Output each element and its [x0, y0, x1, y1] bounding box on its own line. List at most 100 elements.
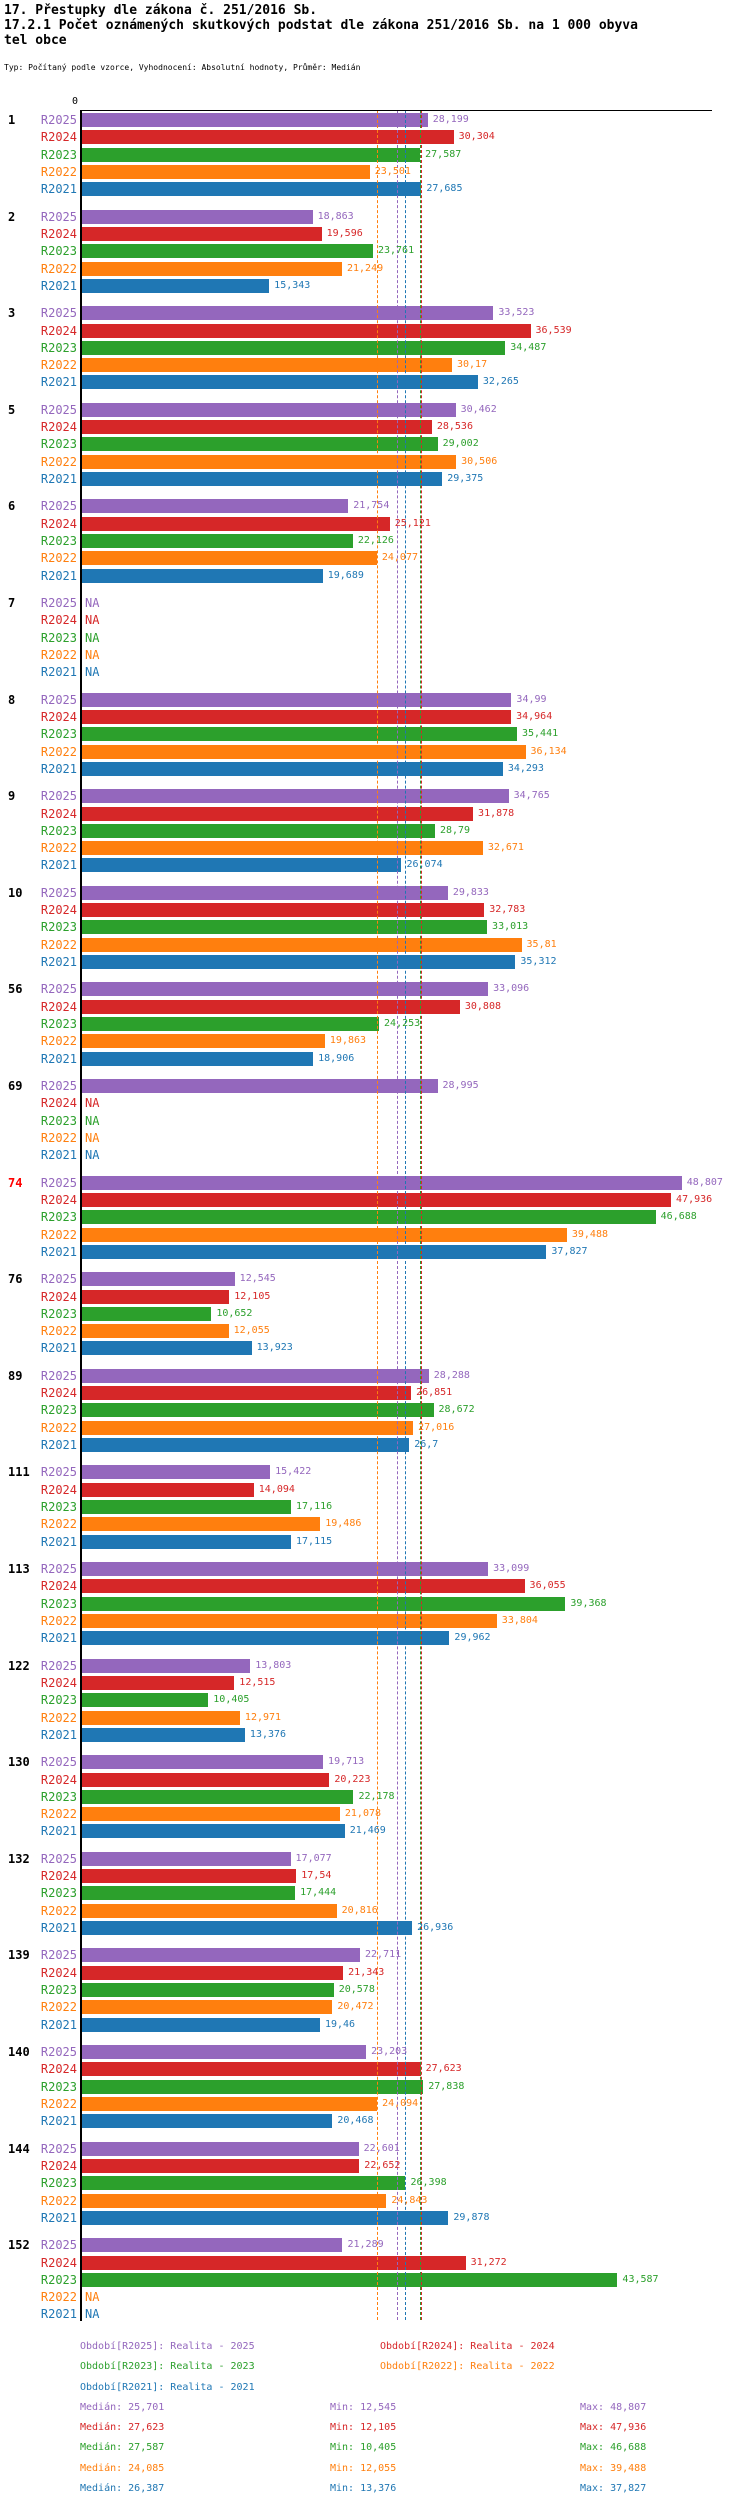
bar-R2023 — [80, 823, 435, 838]
bar-R2021 — [80, 1534, 292, 1549]
bar-R2024 — [80, 2158, 360, 2173]
stat-median-R2022: Medián: 24,085 — [80, 2463, 165, 2474]
row-label-R2024: R2024 — [40, 613, 77, 628]
median-line-R2022 — [376, 110, 378, 2320]
group-label: 140 — [8, 2045, 30, 2059]
value-label-R2021: 29,878 — [453, 2211, 490, 2223]
group-label: 139 — [8, 1948, 30, 1963]
row-label-R2024: R2024 — [40, 709, 77, 724]
group-label: 69 — [8, 1079, 23, 1093]
value-label-R2022: 24,094 — [382, 2097, 419, 2109]
median-line-R2023 — [420, 110, 422, 2320]
bar-R2021 — [80, 1244, 547, 1259]
group-label: 2 — [8, 209, 16, 224]
group-label: 10 — [8, 885, 23, 900]
row-label-R2023: R2023 — [40, 1306, 77, 1321]
row-label-R2021: R2021 — [40, 1051, 77, 1066]
value-label-R2023: 24,253 — [384, 1018, 421, 1029]
value-label-R2023: 46,688 — [660, 1211, 697, 1223]
row-label-R2023: R2023 — [40, 147, 77, 162]
row-label-R2025: R2025 — [40, 982, 77, 997]
stat-min-R2025: Min: 12,545 — [330, 2402, 397, 2413]
bar-R2025 — [80, 1175, 682, 1190]
value-label-R2021: 37,827 — [551, 1245, 588, 1257]
median-line-R2025 — [396, 110, 398, 2320]
value-label-R2025: 22,711 — [365, 1949, 402, 1961]
bar-R2023 — [80, 534, 353, 548]
value-label-R2024: 12,105 — [234, 1290, 271, 1302]
row-label-R2024: R2024 — [40, 1869, 77, 1884]
row-label-R2023: R2023 — [40, 437, 77, 452]
row-label-R2023: R2023 — [40, 1886, 77, 1901]
row-label-R2022: R2022 — [40, 1324, 77, 1339]
value-label-R2022: 19,863 — [329, 1035, 367, 1047]
value-label-R2022: 36,134 — [530, 745, 567, 757]
row-label-R2023: R2023 — [40, 1983, 77, 1997]
value-label-R2023: 10,652 — [216, 1307, 253, 1319]
value-label-R2022: 21,078 — [344, 1808, 382, 1820]
value-label-R2025: 19,713 — [328, 1756, 365, 1768]
row-label-R2025: R2025 — [40, 113, 77, 127]
row-label-R2025: R2025 — [40, 2238, 77, 2253]
axis-line-left — [80, 110, 82, 2321]
row-label-R2025: R2025 — [40, 306, 77, 321]
bar-R2024 — [80, 1675, 235, 1690]
row-label-R2023: R2023 — [40, 1500, 77, 1514]
bar-R2024 — [80, 1579, 525, 1594]
group-label: 74 — [8, 1175, 23, 1190]
row-label-R2021: R2021 — [40, 2017, 77, 2032]
bar-R2022 — [80, 1807, 340, 1822]
legend-item-R2022: Období[R2022]: Realita - 2022 — [380, 2361, 555, 2372]
row-label-R2021: R2021 — [40, 1341, 77, 1356]
bar-R2024 — [80, 1386, 412, 1401]
value-label-R2025: 28,995 — [442, 1080, 479, 1091]
bar-R2023 — [80, 727, 517, 742]
row-label-R2021: R2021 — [40, 182, 77, 197]
row-label-R2024: R2024 — [40, 2255, 77, 2270]
value-label-R2023: 17,444 — [300, 1887, 337, 1899]
na-label-R2025: NA — [85, 596, 100, 610]
value-label-R2021: 19,689 — [327, 569, 364, 581]
bar-R2024 — [80, 2062, 421, 2077]
bar-R2024 — [80, 516, 390, 531]
bar-R2021 — [80, 472, 443, 486]
row-label-R2025: R2025 — [40, 789, 77, 804]
row-label-R2022: R2022 — [40, 2000, 77, 2015]
row-label-R2025: R2025 — [40, 2045, 77, 2059]
value-label-R2022: 21,249 — [347, 262, 384, 274]
row-label-R2023: R2023 — [40, 823, 77, 838]
value-label-R2023: 28,79 — [439, 824, 471, 836]
bar-R2022 — [80, 1034, 325, 1049]
bar-R2021 — [80, 858, 402, 873]
bar-R2021 — [80, 182, 422, 197]
row-label-R2022: R2022 — [40, 1517, 77, 1532]
value-label-R2022: 33,804 — [501, 1614, 538, 1626]
value-label-R2021: 19,46 — [324, 2018, 356, 2030]
stat-max-R2023: Max: 46,688 — [580, 2442, 647, 2453]
axis-zero-label: 0 — [71, 96, 78, 107]
value-label-R2022: 12,971 — [244, 1711, 282, 1723]
na-label-R2022: NA — [85, 2290, 100, 2305]
bar-R2025 — [80, 789, 509, 804]
row-label-R2024: R2024 — [40, 516, 77, 531]
row-label-R2022: R2022 — [40, 647, 77, 662]
row-label-R2021: R2021 — [40, 2307, 77, 2322]
row-label-R2022: R2022 — [40, 937, 77, 952]
bar-R2021 — [80, 2210, 449, 2225]
value-label-R2025: 33,096 — [493, 983, 530, 995]
report-title-line-3: tel obce — [4, 33, 67, 48]
bar-R2023 — [80, 340, 506, 355]
bar-R2021 — [80, 1727, 245, 1742]
bar-R2023 — [80, 2176, 406, 2191]
row-label-R2021: R2021 — [40, 1534, 77, 1549]
row-label-R2021: R2021 — [40, 2210, 77, 2225]
row-label-R2021: R2021 — [40, 2114, 77, 2129]
value-label-R2023: 27,587 — [425, 148, 462, 160]
stat-max-R2024: Max: 47,936 — [580, 2422, 647, 2433]
bar-R2023 — [80, 437, 438, 452]
value-label-R2025: 21,754 — [353, 500, 390, 512]
stat-median-R2025: Medián: 25,701 — [80, 2402, 165, 2413]
bar-R2024 — [80, 903, 485, 918]
bar-R2025 — [80, 1948, 361, 1963]
row-label-R2023: R2023 — [40, 244, 77, 259]
